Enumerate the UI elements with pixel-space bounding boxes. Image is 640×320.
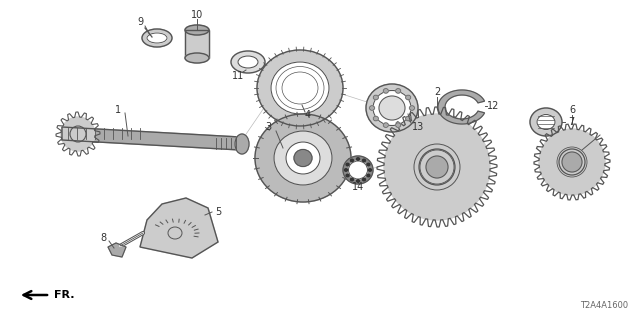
- Ellipse shape: [379, 96, 405, 120]
- Ellipse shape: [362, 178, 365, 181]
- Text: 13: 13: [412, 122, 424, 132]
- Ellipse shape: [343, 156, 373, 184]
- Ellipse shape: [366, 84, 418, 132]
- Text: 9: 9: [137, 17, 143, 27]
- Text: 14: 14: [352, 182, 364, 192]
- Ellipse shape: [537, 115, 555, 130]
- Ellipse shape: [142, 29, 172, 47]
- Ellipse shape: [238, 56, 258, 68]
- Bar: [185, 30, 209, 58]
- Ellipse shape: [373, 116, 378, 121]
- Text: 12: 12: [487, 101, 499, 111]
- Ellipse shape: [369, 169, 371, 171]
- Text: 3: 3: [265, 122, 271, 132]
- Text: 2: 2: [434, 87, 440, 97]
- Ellipse shape: [406, 116, 411, 121]
- Circle shape: [61, 117, 95, 151]
- Ellipse shape: [185, 53, 209, 63]
- Ellipse shape: [383, 123, 388, 127]
- Text: 1: 1: [115, 105, 121, 115]
- Ellipse shape: [274, 131, 332, 185]
- Text: 7: 7: [568, 117, 574, 127]
- Ellipse shape: [351, 178, 353, 181]
- Polygon shape: [140, 198, 218, 258]
- Ellipse shape: [346, 174, 349, 177]
- Text: FR.: FR.: [54, 290, 74, 300]
- Polygon shape: [108, 243, 126, 257]
- Ellipse shape: [396, 123, 401, 127]
- Ellipse shape: [351, 159, 353, 162]
- Ellipse shape: [349, 161, 367, 179]
- Bar: [185, 30, 209, 58]
- Text: 5: 5: [215, 207, 221, 217]
- Ellipse shape: [185, 25, 209, 35]
- Ellipse shape: [367, 174, 370, 177]
- Ellipse shape: [257, 50, 343, 126]
- Text: 10: 10: [191, 10, 203, 20]
- Ellipse shape: [356, 158, 360, 160]
- Ellipse shape: [294, 149, 312, 166]
- Ellipse shape: [362, 159, 365, 162]
- Text: T2A4A1600: T2A4A1600: [580, 301, 628, 310]
- Ellipse shape: [562, 152, 582, 172]
- Ellipse shape: [231, 51, 265, 73]
- Text: 4: 4: [305, 110, 311, 120]
- Ellipse shape: [396, 89, 401, 93]
- Ellipse shape: [344, 169, 348, 171]
- Ellipse shape: [530, 108, 562, 136]
- Ellipse shape: [383, 89, 388, 93]
- Text: 8: 8: [100, 233, 106, 243]
- Text: 6: 6: [569, 105, 575, 115]
- Circle shape: [384, 114, 490, 220]
- Circle shape: [539, 129, 605, 195]
- Ellipse shape: [410, 106, 415, 110]
- Ellipse shape: [235, 134, 249, 154]
- Ellipse shape: [356, 180, 360, 182]
- Polygon shape: [62, 127, 240, 150]
- Ellipse shape: [147, 33, 167, 43]
- Ellipse shape: [367, 163, 370, 166]
- Ellipse shape: [346, 163, 349, 166]
- Text: 11: 11: [232, 71, 244, 81]
- Ellipse shape: [255, 114, 351, 202]
- Ellipse shape: [369, 106, 374, 110]
- Ellipse shape: [373, 95, 378, 100]
- Ellipse shape: [373, 91, 411, 125]
- Ellipse shape: [286, 142, 320, 174]
- Polygon shape: [438, 90, 484, 124]
- Ellipse shape: [406, 95, 411, 100]
- Ellipse shape: [426, 156, 448, 178]
- Ellipse shape: [271, 62, 329, 114]
